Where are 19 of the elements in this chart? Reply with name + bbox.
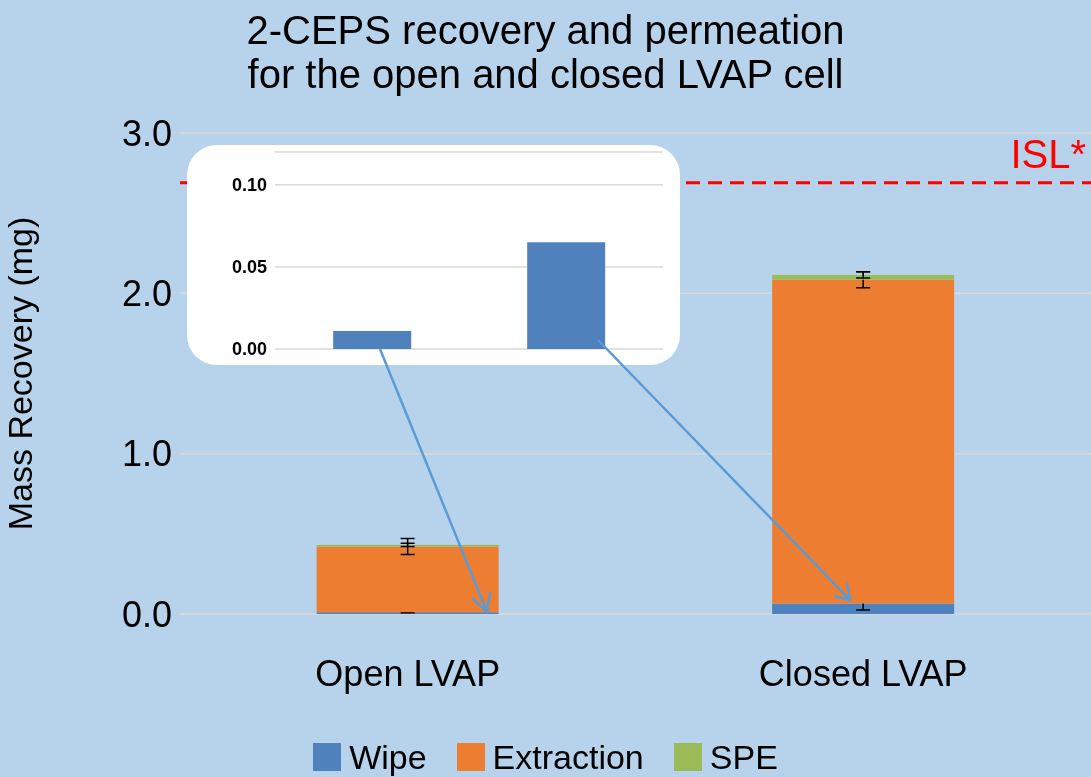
y-tick-label: 0.00 <box>231 339 267 360</box>
bar <box>772 274 955 280</box>
legend-label: Wipe <box>349 737 427 777</box>
bar <box>772 279 955 604</box>
y-tick-label: 0.0 <box>121 593 172 635</box>
y-tick-label: 0.10 <box>231 175 267 196</box>
bar <box>772 603 955 614</box>
legend-label: SPE <box>709 737 778 777</box>
ref-line-label: ISL* <box>1010 132 1086 177</box>
y-tick-label: 1.0 <box>121 433 172 475</box>
y-axis-title: Mass Recovery (mg) <box>1 216 40 531</box>
y-tick-label: 3.0 <box>121 112 172 154</box>
x-tick-label: Closed LVAP <box>758 652 968 694</box>
y-tick-label: 2.0 <box>121 273 172 315</box>
x-tick-label: Open LVAP <box>315 652 501 694</box>
chart-title: 2-CEPS recovery and permeation for the open and closed LVAP cell <box>245 8 846 96</box>
bar <box>316 546 499 613</box>
legend-label: Extraction <box>492 737 644 777</box>
y-tick-label: 0.05 <box>231 257 267 278</box>
